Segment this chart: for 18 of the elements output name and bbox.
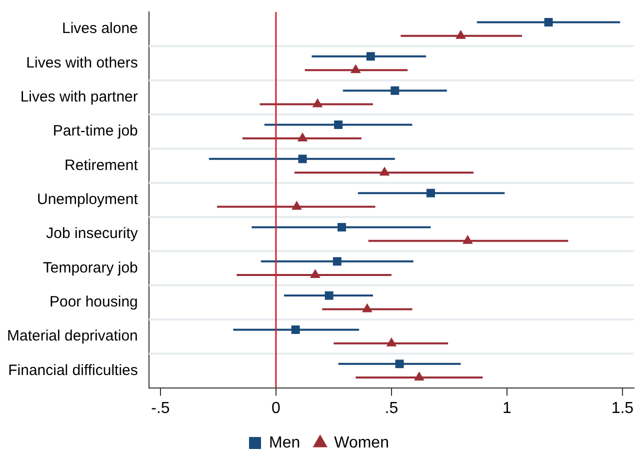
y-tick-label: Lives with others: [26, 54, 138, 72]
y-tick-label: Part-time job: [52, 122, 138, 140]
legend-label: Women: [334, 434, 389, 452]
x-tick-label: 1.5: [611, 400, 634, 417]
y-tick-label: Poor housing: [49, 294, 138, 311]
x-tick-label: -.5: [151, 400, 170, 417]
y-tick-label: Temporary job: [42, 259, 138, 276]
y-tick-label: Financial difficulties: [8, 362, 138, 379]
legend-label: Men: [269, 434, 300, 452]
y-tick-label: Lives with partner: [20, 88, 138, 106]
x-tick-label: 1: [502, 400, 512, 417]
y-tick-label: Job insecurity: [46, 225, 138, 242]
x-tick-label: .5: [384, 400, 398, 417]
y-tick-label: Material deprivation: [6, 328, 138, 345]
x-tick-label: 0: [271, 400, 280, 417]
y-tick-label: Retirement: [64, 156, 139, 174]
y-tick-label: Unemployment: [37, 191, 139, 208]
y-tick-label: Lives alone: [62, 20, 138, 38]
